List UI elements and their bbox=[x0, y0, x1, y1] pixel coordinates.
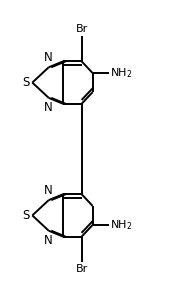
Text: N: N bbox=[43, 51, 52, 64]
Text: N: N bbox=[43, 184, 52, 197]
Text: N: N bbox=[43, 101, 52, 114]
Text: S: S bbox=[23, 209, 30, 222]
Text: NH$_2$: NH$_2$ bbox=[110, 218, 132, 232]
Text: S: S bbox=[23, 76, 30, 89]
Text: Br: Br bbox=[75, 24, 88, 34]
Text: NH$_2$: NH$_2$ bbox=[110, 66, 132, 80]
Text: N: N bbox=[43, 234, 52, 247]
Text: Br: Br bbox=[75, 264, 88, 274]
